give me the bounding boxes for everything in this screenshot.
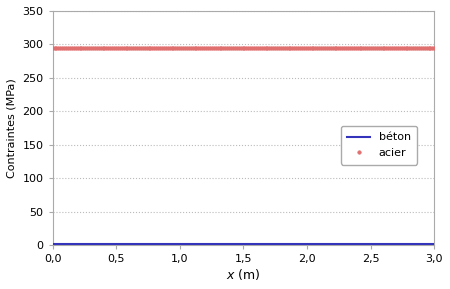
acier (50, 46, 55, 49)
Line: acier: acier (51, 46, 436, 49)
acier (399, 46, 405, 49)
acier (121, 46, 126, 49)
Legend: béton, acier: béton, acier (341, 126, 417, 165)
béton (234, 242, 239, 246)
acier (432, 46, 437, 49)
X-axis label: $x$ (m): $x$ (m) (226, 267, 261, 282)
acier (413, 46, 418, 49)
béton (432, 242, 437, 246)
béton (277, 242, 283, 246)
Y-axis label: Contraintes (MPa): Contraintes (MPa) (7, 78, 17, 178)
béton (231, 242, 237, 246)
béton (50, 242, 55, 246)
acier (65, 46, 71, 49)
béton (363, 242, 368, 246)
béton (256, 242, 262, 246)
acier (152, 46, 157, 49)
béton (423, 242, 428, 246)
acier (73, 46, 78, 49)
